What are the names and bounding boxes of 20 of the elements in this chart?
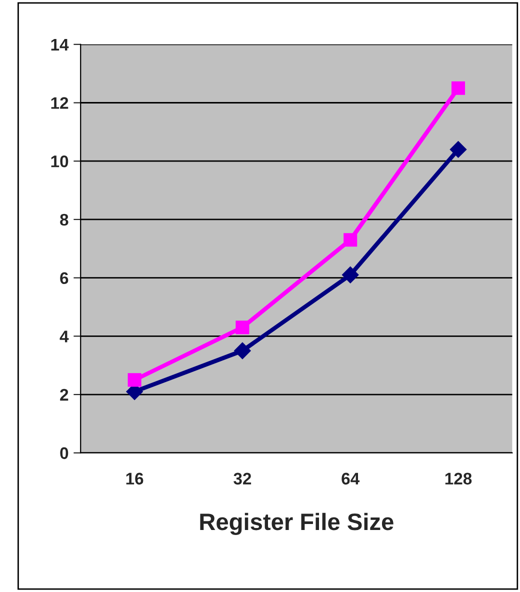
- point: [342, 266, 359, 284]
- x-tick-label: 16: [126, 472, 144, 485]
- point: [236, 320, 250, 334]
- point: [450, 141, 467, 158]
- y-tick-label: 0: [60, 447, 68, 460]
- y-tick-label: 12: [51, 97, 68, 109]
- point: [234, 342, 251, 360]
- y-tick-label: 2: [60, 388, 68, 401]
- y-tick-label: 6: [60, 272, 68, 284]
- y-tick-label: 8: [60, 214, 68, 226]
- x-tick-label: 32: [234, 472, 252, 485]
- point: [451, 81, 466, 95]
- y-tick-label: 10: [51, 156, 68, 168]
- x-tick-label: 64: [342, 472, 360, 485]
- y-tick-label: 14: [51, 38, 69, 50]
- x-tick-label: 128: [445, 472, 472, 485]
- x-axis-title: Register File Size: [200, 512, 394, 535]
- point: [344, 233, 358, 247]
- point: [128, 373, 142, 387]
- y-tick-label: 4: [60, 330, 69, 342]
